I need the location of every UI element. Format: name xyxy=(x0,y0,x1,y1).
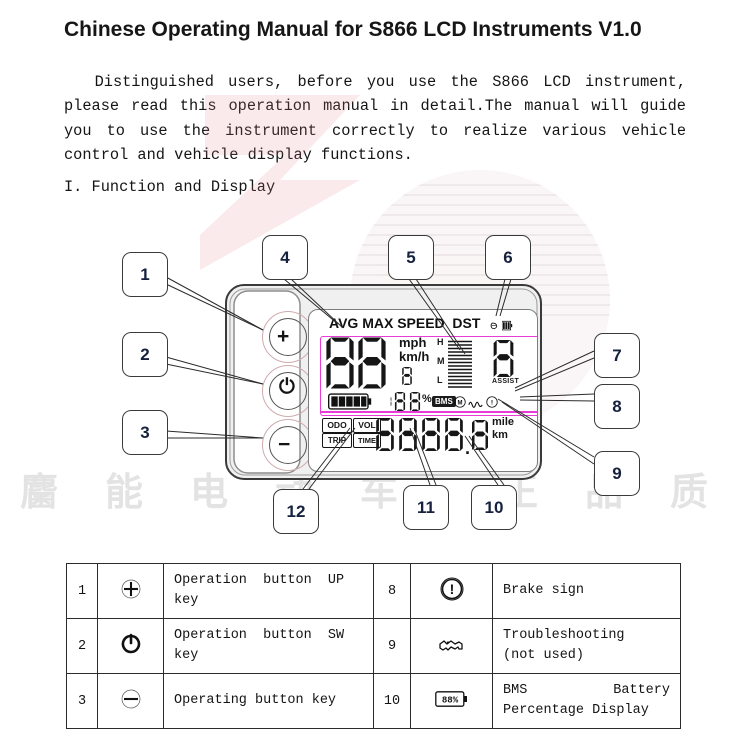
svg-text:88%: 88% xyxy=(441,695,458,705)
svg-text:质: 质 xyxy=(670,472,708,514)
svg-text:M: M xyxy=(458,401,463,407)
svg-text:能: 能 xyxy=(105,472,143,514)
svg-text:电: 电 xyxy=(190,472,228,514)
svg-text:!: ! xyxy=(491,400,493,407)
svg-text:!: ! xyxy=(449,581,454,597)
svg-text:麕: 麕 xyxy=(20,472,58,514)
